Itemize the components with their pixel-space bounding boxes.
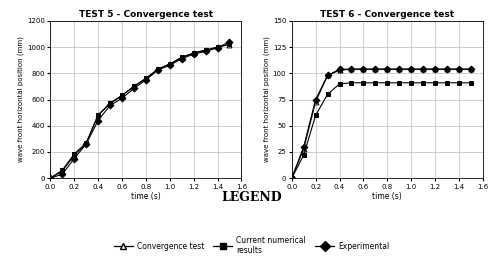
Y-axis label: wave front horizontal position (mm): wave front horizontal position (mm): [18, 37, 24, 162]
Title: TEST 6 - Convergence test: TEST 6 - Convergence test: [320, 10, 454, 19]
Title: TEST 5 - Convergence test: TEST 5 - Convergence test: [79, 10, 213, 19]
Y-axis label: wave front horizontal position (mm): wave front horizontal position (mm): [264, 37, 270, 162]
Text: LEGEND: LEGEND: [221, 191, 282, 204]
X-axis label: time (s): time (s): [372, 193, 402, 201]
Legend: Convergence test, Current numerical
results, Experimental: Convergence test, Current numerical resu…: [111, 233, 392, 258]
X-axis label: time (s): time (s): [131, 193, 161, 201]
